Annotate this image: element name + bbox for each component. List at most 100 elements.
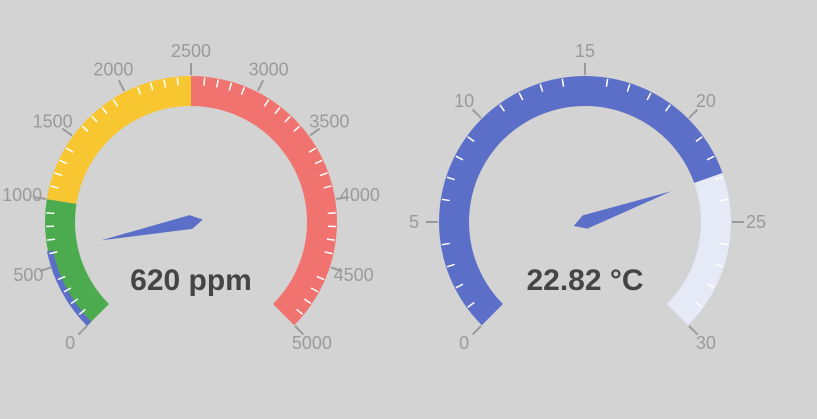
gauge-minor-tick (81, 125, 89, 132)
gauge-minor-tick (310, 287, 319, 293)
gauge-minor-tick (715, 176, 724, 181)
gauge-minor-tick (70, 298, 79, 305)
gauge-minor-tick (263, 99, 270, 107)
gauge-tick-label: 3000 (249, 60, 289, 80)
gauge-minor-tick (47, 238, 56, 241)
gauge-minor-tick (203, 77, 206, 86)
gauge-tick-label: 30 (696, 333, 716, 353)
gauge-minor-tick (720, 242, 729, 246)
co2-gauge: 0 500 1000 1500 2000 2500 3000 3500 4000 4500 5000… (2, 41, 380, 353)
gauge-minor-tick (240, 86, 246, 95)
gauge-tick-label: 3500 (309, 111, 349, 131)
gauge-minor-tick (706, 283, 715, 289)
gauge-minor-tick (59, 159, 68, 165)
gauge-minor-tick (323, 185, 332, 189)
gauge-minor-tick (324, 251, 333, 255)
gauge-minor-tick (455, 283, 464, 289)
gauge-minor-tick (149, 82, 154, 91)
gauge-tick-label: 5 (409, 212, 419, 232)
gauge-minor-tick (284, 115, 291, 123)
gauge-tick-label: 4500 (334, 265, 374, 285)
gauge-minor-tick (78, 308, 86, 316)
gauge-minor-tick (63, 287, 72, 293)
gauge-major-tick (39, 266, 52, 273)
gauge-minor-tick (46, 212, 55, 215)
gauge-minor-tick (626, 83, 631, 92)
gauge-minor-tick (455, 155, 464, 161)
gauge-minor-tick (605, 78, 609, 87)
gauge-minor-tick (65, 147, 74, 153)
gauge-minor-tick (49, 251, 58, 255)
gauge-minor-tick (664, 104, 671, 112)
gauge-minor-tick (112, 99, 119, 107)
gauge-major-tick (471, 325, 482, 336)
gauge-tick-label: 2000 (93, 60, 133, 80)
gauge-minor-tick (163, 79, 167, 88)
gauge-minor-tick (695, 301, 703, 308)
gauge-band (46, 76, 191, 204)
gauge-minor-tick (293, 125, 301, 132)
gauge-minor-tick (50, 185, 59, 189)
gauge-tick-label: 5000 (292, 333, 332, 353)
gauge-minor-tick (303, 298, 312, 305)
gauge-minor-tick (646, 92, 652, 101)
gauge-readout: 22.82 °C (526, 264, 643, 297)
gauge-major-tick (471, 108, 482, 119)
gauge-minor-tick (539, 83, 544, 92)
gauge-tick-label: 1000 (2, 185, 42, 205)
gauge-minor-tick (91, 115, 98, 123)
gauge-minor-tick (136, 86, 142, 95)
gauge-needle (100, 215, 203, 241)
gauge-needle (573, 191, 672, 229)
gauge-minor-tick (327, 212, 336, 215)
gauge-tick-label: 20 (696, 91, 716, 111)
gauge-tick-label: 10 (454, 91, 474, 111)
gauge-minor-tick (316, 275, 325, 281)
gauge-tick-label: 2500 (171, 41, 211, 61)
gauge-minor-tick (314, 159, 323, 165)
gauge-minor-tick (695, 136, 703, 143)
gauge-major-tick (33, 196, 46, 200)
gauge-readout: 620 ppm (130, 264, 252, 297)
gauge-minor-tick (446, 176, 455, 181)
gauge-minor-tick (720, 198, 729, 202)
gauge-band (667, 172, 731, 326)
gauge-tick-label: 0 (459, 333, 469, 353)
gauge-major-tick (256, 79, 265, 92)
gauge-minor-tick (499, 104, 506, 112)
gauge-band (45, 199, 109, 326)
gauge-minor-tick (54, 172, 63, 177)
gauge-minor-tick (467, 301, 475, 308)
gauge-major-tick (77, 325, 88, 336)
gauge-major-tick (336, 196, 349, 200)
gauge-minor-tick (441, 242, 450, 246)
temperature-gauge: 0 5 10 15 20 25 30 22.82 °C (409, 41, 766, 353)
gauge-minor-tick (228, 82, 233, 91)
gauge-minor-tick (296, 308, 304, 316)
gauge-major-tick (117, 79, 126, 92)
gauge-minor-tick (518, 92, 524, 101)
gauge-tick-label: 4000 (340, 185, 380, 205)
gauge-minor-tick (561, 78, 565, 87)
gauge-band (439, 75, 723, 326)
gauge-minor-tick (101, 106, 108, 115)
gauge-minor-tick (326, 238, 335, 241)
gauge-major-tick (688, 325, 699, 336)
gauge-minor-tick (319, 172, 328, 177)
gauge-minor-tick (57, 275, 66, 281)
gauge-minor-tick (441, 198, 450, 202)
gauge-minor-tick (215, 79, 219, 88)
gauge-minor-tick (446, 263, 455, 268)
gauge-minor-tick (274, 106, 281, 115)
gauge-band (191, 76, 337, 326)
gauge-tick-label: 0 (65, 333, 75, 353)
gauge-tick-label: 25 (746, 212, 766, 232)
gauge-value-bar (46, 250, 92, 326)
gauge-major-tick (61, 127, 73, 137)
gauge-major-tick (294, 325, 305, 336)
gauge-major-tick (330, 266, 343, 273)
gauge-major-tick (688, 108, 699, 119)
gauge-tick-label: 1500 (33, 111, 73, 131)
gauge-minor-tick (467, 136, 475, 143)
